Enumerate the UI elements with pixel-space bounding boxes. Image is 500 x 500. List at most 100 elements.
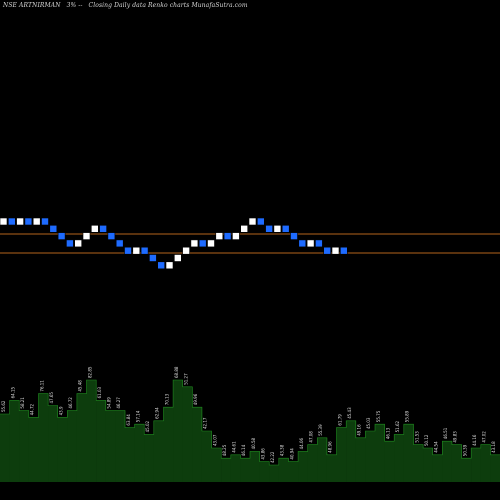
volume-bars: 55.62 64.15 58.21 44.72 76.11 47.65 43.9 46.72 4… bbox=[0, 366, 500, 482]
volume-label: 58.21 bbox=[20, 397, 25, 409]
volume-label: 45.02 bbox=[145, 420, 150, 432]
volume-bar bbox=[307, 444, 318, 482]
volume-label: 55.89 bbox=[405, 410, 410, 422]
renko-brick-down bbox=[124, 246, 132, 255]
volume-bar bbox=[336, 427, 347, 482]
renko-brick-down bbox=[107, 232, 116, 240]
volume-bar bbox=[182, 386, 193, 482]
volume-bar bbox=[9, 400, 20, 482]
volume-bar bbox=[57, 417, 68, 482]
volume-bar bbox=[317, 437, 328, 482]
volume-bar bbox=[375, 424, 385, 482]
volume-bar bbox=[38, 393, 49, 482]
volume-bar bbox=[153, 420, 164, 482]
renko-brick-up bbox=[16, 217, 24, 226]
renko-brick-down bbox=[223, 232, 232, 240]
volume-label: 68.88 bbox=[174, 366, 179, 378]
renko-brick-up bbox=[74, 239, 82, 248]
volume-bar bbox=[76, 393, 87, 482]
renko-brick-down bbox=[99, 225, 107, 233]
renko-brick-down bbox=[140, 246, 149, 255]
volume-label: 48.96 bbox=[328, 441, 333, 453]
volume-bar bbox=[105, 410, 116, 482]
renko-brick-up bbox=[207, 239, 215, 248]
volume-bar bbox=[201, 431, 212, 482]
volume-label: 46.27 bbox=[116, 397, 121, 409]
renko-brick-down bbox=[198, 239, 207, 248]
volume-bar bbox=[86, 380, 97, 482]
volume-label: 48.25 bbox=[222, 444, 227, 456]
volume-label: 82.85 bbox=[87, 366, 92, 378]
renko-brick-down bbox=[265, 225, 273, 233]
volume-label: 54.89 bbox=[107, 397, 112, 409]
volume-bar bbox=[471, 448, 482, 482]
volume-label: 40.58 bbox=[251, 437, 256, 449]
renko-brick-up bbox=[190, 239, 199, 248]
ticker-symbol: NSE ARTNIRMAN bbox=[3, 2, 61, 9]
volume-bar bbox=[48, 405, 58, 482]
volume-label: 43.07 bbox=[212, 434, 217, 446]
volume-label: 51.62 bbox=[395, 420, 400, 432]
renko-brick-up bbox=[132, 246, 141, 255]
renko-brick-up bbox=[82, 232, 91, 240]
volume-bar bbox=[423, 448, 433, 482]
volume-bar bbox=[250, 451, 260, 482]
renko-brick-down bbox=[157, 261, 165, 270]
renko-brick-down bbox=[339, 246, 348, 255]
volume-label: 45.48 bbox=[78, 380, 83, 392]
renko-brick-up bbox=[91, 225, 99, 233]
renko-brick-down bbox=[66, 239, 74, 248]
volume-label: 63.84 bbox=[126, 414, 131, 426]
volume-label: 44.72 bbox=[30, 403, 35, 415]
volume-bar bbox=[288, 461, 299, 482]
volume-bar bbox=[480, 444, 491, 482]
renko-brick-up bbox=[232, 232, 240, 240]
renko-brick-down bbox=[41, 217, 49, 226]
renko-brick-up bbox=[32, 217, 41, 226]
volume-label: 49.83 bbox=[453, 431, 458, 443]
volume-label: 43.38 bbox=[280, 444, 285, 456]
renko-brick-down bbox=[115, 239, 124, 248]
renko-brick-down bbox=[24, 217, 33, 226]
volume-bar bbox=[365, 431, 376, 482]
volume-bar bbox=[432, 454, 443, 482]
renko-brick-up bbox=[240, 225, 248, 233]
volume-bar bbox=[144, 434, 155, 482]
volume-bar bbox=[259, 461, 270, 482]
renko-brick-down bbox=[298, 239, 307, 248]
volume-label: 43.18 bbox=[491, 441, 496, 453]
volume-bar bbox=[19, 410, 30, 482]
renko-brick-down bbox=[256, 217, 265, 226]
volume-bar bbox=[230, 454, 241, 482]
volume-label: 44.61 bbox=[232, 441, 237, 453]
renko-brick-up bbox=[182, 246, 190, 255]
renko-brick-down bbox=[149, 254, 157, 262]
volume-label: 44.06 bbox=[299, 437, 304, 449]
renko-brick-up bbox=[174, 254, 182, 262]
volume-bar bbox=[269, 465, 280, 482]
volume-label: 61.79 bbox=[337, 414, 342, 426]
volume-bar bbox=[134, 424, 145, 482]
volume-bar bbox=[240, 458, 251, 482]
renko-brick-up bbox=[306, 239, 315, 248]
volume-bar bbox=[278, 458, 289, 482]
volume-label: 64.15 bbox=[10, 386, 15, 398]
volume-label: 43.86 bbox=[260, 448, 265, 460]
renko-brick-up bbox=[331, 246, 340, 255]
volume-bar bbox=[28, 417, 39, 482]
volume-bar bbox=[355, 437, 366, 482]
volume-bar bbox=[125, 427, 135, 482]
volume-label: 40.94 bbox=[289, 448, 294, 460]
volume-label: 44.54 bbox=[434, 441, 439, 453]
volume-label: 76.11 bbox=[39, 380, 44, 392]
volume-bar bbox=[211, 448, 222, 482]
volume-label: 51.53 bbox=[414, 431, 419, 443]
renko-brick-down bbox=[323, 246, 332, 255]
percent-label: 3% -- bbox=[66, 2, 83, 9]
volume-label: 44.16 bbox=[472, 434, 477, 446]
volume-bar bbox=[115, 410, 126, 482]
volume-bar bbox=[192, 407, 203, 482]
volume-label: 42.17 bbox=[203, 417, 208, 429]
volume-bar bbox=[346, 420, 357, 482]
volume-bar bbox=[384, 441, 395, 482]
